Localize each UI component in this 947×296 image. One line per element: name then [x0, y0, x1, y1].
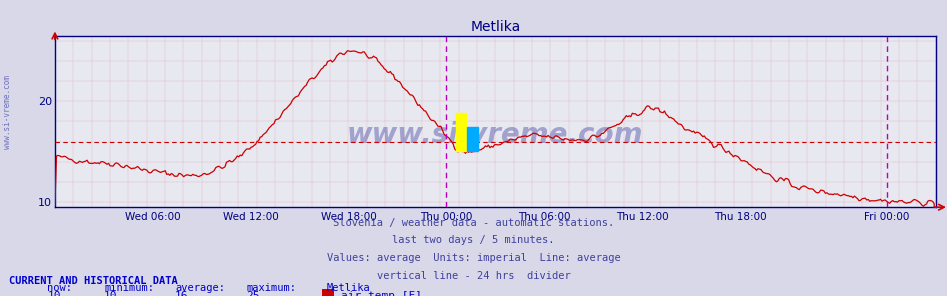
Text: 10: 10 [104, 291, 117, 296]
Text: average:: average: [175, 283, 225, 293]
Text: Metlika: Metlika [327, 283, 370, 293]
Text: minimum:: minimum: [104, 283, 154, 293]
Text: 10: 10 [47, 291, 61, 296]
Title: Metlika: Metlika [470, 20, 521, 34]
Bar [467, 126, 477, 151]
Text: 25: 25 [246, 291, 259, 296]
Text: last two days / 5 minutes.: last two days / 5 minutes. [392, 235, 555, 245]
Text: air temp.[F]: air temp.[F] [341, 291, 422, 296]
Text: vertical line - 24 hrs  divider: vertical line - 24 hrs divider [377, 271, 570, 281]
Text: Values: average  Units: imperial  Line: average: Values: average Units: imperial Line: av… [327, 253, 620, 263]
Text: CURRENT AND HISTORICAL DATA: CURRENT AND HISTORICAL DATA [9, 276, 178, 286]
Text: Slovenia / weather data - automatic stations.: Slovenia / weather data - automatic stat… [333, 218, 614, 228]
Bar [456, 113, 466, 151]
Text: www.si-vreme.com: www.si-vreme.com [347, 121, 644, 149]
Text: maximum:: maximum: [246, 283, 296, 293]
Text: 16: 16 [175, 291, 188, 296]
Text: now:: now: [47, 283, 72, 293]
Text: www.si-vreme.com: www.si-vreme.com [3, 75, 12, 149]
